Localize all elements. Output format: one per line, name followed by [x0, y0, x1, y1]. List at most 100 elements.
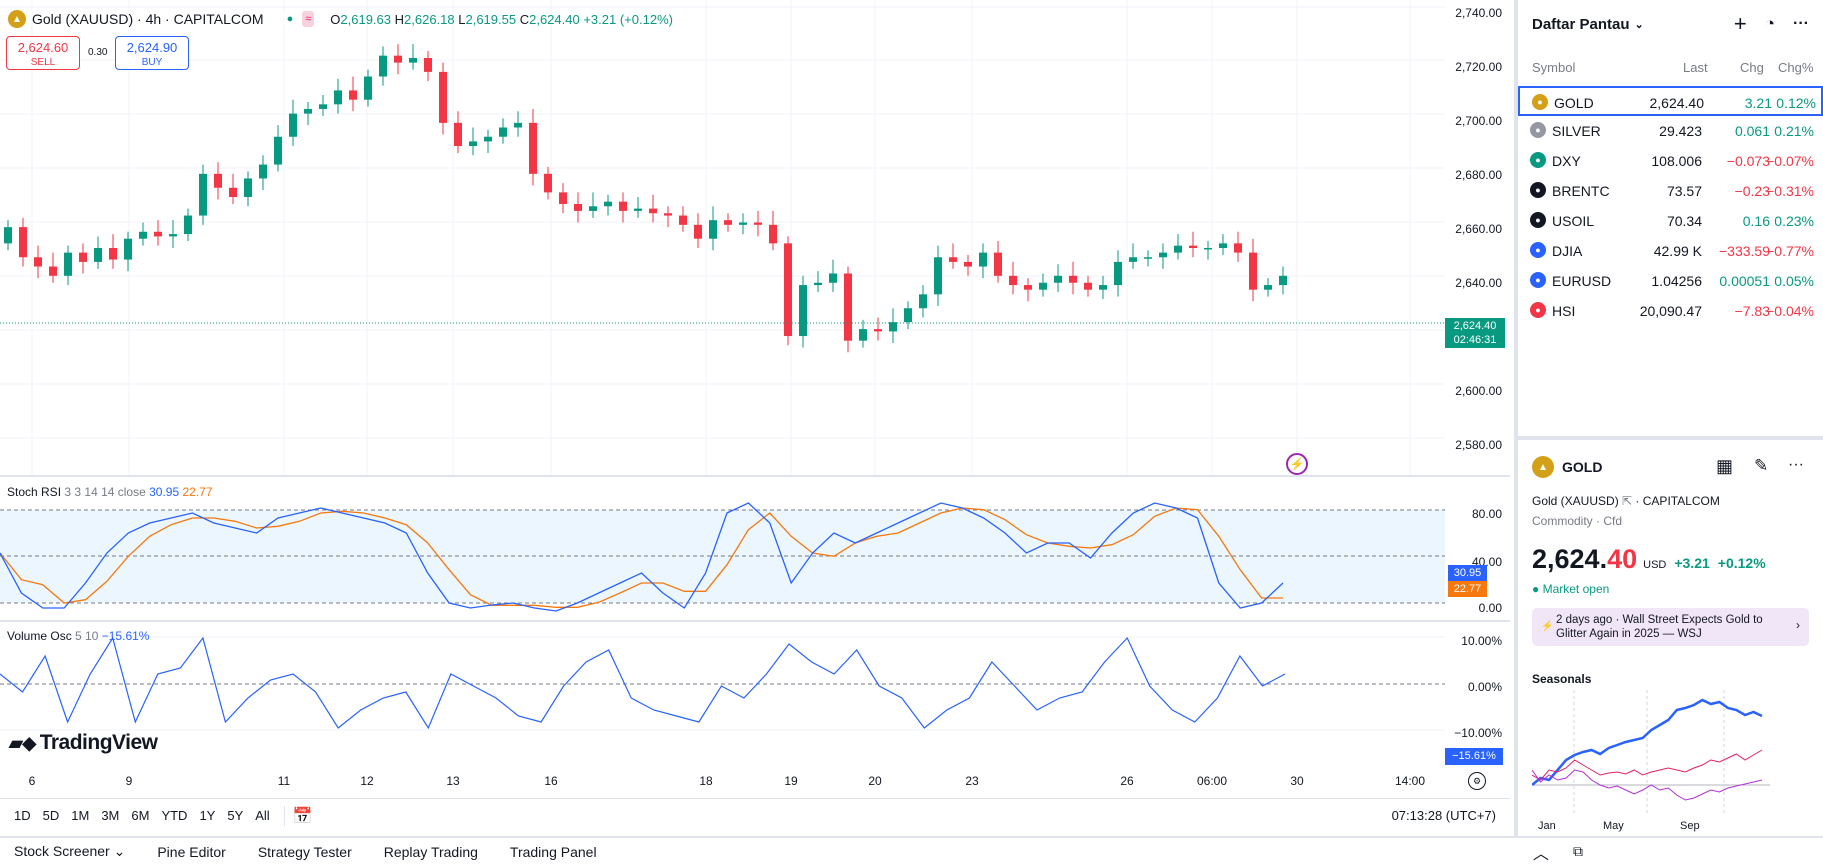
candle-body [409, 57, 417, 63]
more-icon[interactable]: ··· [1788, 456, 1804, 473]
range-5d[interactable]: 5D [42, 808, 60, 823]
lightning-icon[interactable]: ⚡ [1286, 453, 1308, 475]
price-tick: 2,640.00 [1455, 276, 1502, 290]
row-symbol: BRENTC [1552, 183, 1610, 199]
stoch-rsi-pane[interactable]: Stoch RSI 3 3 14 14 close 30.95 22.77 [0, 477, 1445, 620]
candle-body [514, 122, 522, 128]
tradingview-logo[interactable]: ▰◆ TradingView [9, 731, 158, 754]
more-icon[interactable]: ··· [1793, 15, 1809, 32]
col-last[interactable]: Last [1683, 60, 1708, 75]
row-last: 20,090.47 [1639, 303, 1702, 319]
candle-body [814, 282, 822, 286]
range-1d[interactable]: 1D [14, 808, 31, 823]
seasonals-chart[interactable] [1532, 690, 1770, 816]
row-chgp: −0.77% [1766, 243, 1814, 259]
time-tick: 23 [965, 774, 979, 788]
range-1y[interactable]: 1Y [199, 808, 216, 823]
candle-body [934, 257, 942, 295]
tab-strategy-tester[interactable]: Strategy Tester [257, 843, 352, 860]
chevron-down-icon[interactable]: ⌄ [1634, 18, 1644, 31]
pie-chart-icon[interactable]: ◔ [1764, 14, 1776, 33]
col-chgp[interactable]: Chg% [1778, 60, 1814, 75]
candlestick-chart[interactable] [0, 0, 1445, 475]
watchlist-row[interactable]: ● EURUSD 1.04256 0.00051 0.05% [1518, 266, 1823, 296]
symbol-title[interactable]: Gold (XAUUSD) · 4h · CAPITALCOM [32, 11, 264, 27]
external-link-icon[interactable]: ⇱ [1622, 494, 1633, 508]
symbol-icon: ● [1532, 94, 1548, 110]
calendar-icon[interactable]: 📅 [292, 807, 313, 825]
watchlist-row[interactable]: ● USOIL 70.34 0.16 0.23% [1518, 206, 1823, 236]
market-status: ● Market open [1532, 582, 1610, 596]
col-symbol[interactable]: Symbol [1532, 60, 1576, 75]
col-chg[interactable]: Chg [1740, 60, 1764, 75]
row-symbol: DXY [1552, 153, 1581, 169]
price-axis[interactable]: 2,740.00 2,720.00 2,700.00 2,680.00 2,66… [1445, 0, 1510, 475]
row-chg: −7.83 [1734, 303, 1770, 319]
candle-body [1159, 252, 1167, 258]
buy-button[interactable]: 2,624.90 BUY [115, 36, 189, 70]
volume-osc-legend[interactable]: Volume Osc 5 10 −15.61% [7, 629, 150, 643]
gold-icon: ▲ [8, 10, 26, 28]
candle-body [1084, 282, 1092, 290]
detail-change-pct: +0.12% [1717, 555, 1766, 571]
detail-header: ▲ GOLD [1532, 456, 1602, 478]
watchlist-row[interactable]: ● SILVER 29.423 0.061 0.21% [1518, 116, 1823, 146]
candle-body [649, 208, 657, 214]
add-symbol-icon[interactable]: + [1733, 11, 1747, 36]
volume-osc-pane[interactable]: Volume Osc 5 10 −15.61% ▰◆ TradingView [0, 622, 1445, 762]
candle-body [1219, 243, 1227, 248]
time-tick: 12 [360, 774, 374, 788]
range-all[interactable]: All [255, 808, 270, 823]
watchlist-row[interactable]: ● HSI 20,090.47 −7.83 −0.04% [1518, 296, 1823, 326]
pane-divider[interactable] [0, 620, 1510, 622]
chevron-up-icon[interactable]: ︿ [1532, 845, 1549, 863]
seasonals-title[interactable]: Seasonals [1532, 672, 1592, 686]
time-axis[interactable]: 6 9 11 12 13 16 18 19 20 23 26 06:00 30 … [0, 768, 1510, 794]
waves-icon[interactable]: ≈ [302, 11, 315, 27]
candle-body [844, 273, 852, 341]
tab-replay-trading[interactable]: Replay Trading [383, 843, 478, 860]
watchlist-row[interactable]: ● GOLD 2,624.40 3.21 0.12% [1518, 86, 1823, 116]
volume-osc-chart[interactable] [0, 622, 1445, 762]
stoch-rsi-chart[interactable] [0, 477, 1445, 620]
watchlist-title[interactable]: Daftar Pantau [1532, 15, 1630, 33]
range-ytd[interactable]: YTD [161, 808, 188, 823]
candle-body [664, 213, 672, 216]
symbol-icon: ● [1530, 182, 1546, 198]
grid-icon[interactable]: ▦ [1716, 456, 1734, 476]
candle-body [634, 208, 642, 211]
rsi-axis[interactable]: 80.00 40.00 0.00 30.95 22.77 [1445, 477, 1510, 620]
range-5y[interactable]: 5Y [227, 808, 244, 823]
clock[interactable]: 07:13:28 (UTC+7) [1391, 808, 1496, 823]
candle-body [4, 227, 12, 244]
candle-body [304, 108, 312, 114]
osc-axis[interactable]: 10.00% 0.00% −10.00% −15.61% [1445, 622, 1510, 765]
price-pane[interactable] [0, 0, 1445, 475]
watchlist-row[interactable]: ● DXY 108.006 −0.073 −0.07% [1518, 146, 1823, 176]
watchlist-row[interactable]: ● BRENTC 73.57 −0.23 −0.31% [1518, 176, 1823, 206]
watchlist-row[interactable]: ● DJIA 42.99 K −333.59 −0.77% [1518, 236, 1823, 266]
tab-stock-screener[interactable]: Stock Screener ⌄ [14, 843, 126, 859]
range-1m[interactable]: 1M [71, 808, 90, 823]
stoch-rsi-legend[interactable]: Stoch RSI 3 3 14 14 close 30.95 22.77 [7, 485, 213, 499]
row-last: 2,624.40 [1649, 95, 1705, 111]
detail-symbol[interactable]: GOLD [1562, 459, 1603, 475]
panel-divider[interactable] [1518, 436, 1823, 440]
price-tick: 2,600.00 [1455, 384, 1502, 398]
pane-divider[interactable] [0, 475, 1510, 477]
candle-body [1249, 252, 1257, 290]
edit-icon[interactable]: ✎ [1754, 456, 1769, 475]
settings-gear-icon[interactable]: ⚙ [1468, 772, 1486, 790]
detail-fullname[interactable]: Gold (XAUUSD) [1532, 494, 1619, 508]
sell-button[interactable]: 2,624.60 SELL [6, 36, 80, 70]
symbol-icon: ● [1530, 302, 1546, 318]
maximize-icon[interactable]: ⧉ [1573, 843, 1583, 859]
range-6m[interactable]: 6M [131, 808, 150, 823]
range-3m[interactable]: 3M [101, 808, 120, 823]
tab-pine-editor[interactable]: Pine Editor [157, 843, 226, 860]
chart-area[interactable]: ▲ Gold (XAUUSD) · 4h · CAPITALCOM ● ≈ O2… [0, 0, 1510, 835]
candle-body [1264, 285, 1272, 290]
tab-trading-panel[interactable]: Trading Panel [509, 843, 597, 860]
news-card[interactable]: ⚡ 2 days ago · Wall Street Expects Gold … [1532, 608, 1809, 646]
